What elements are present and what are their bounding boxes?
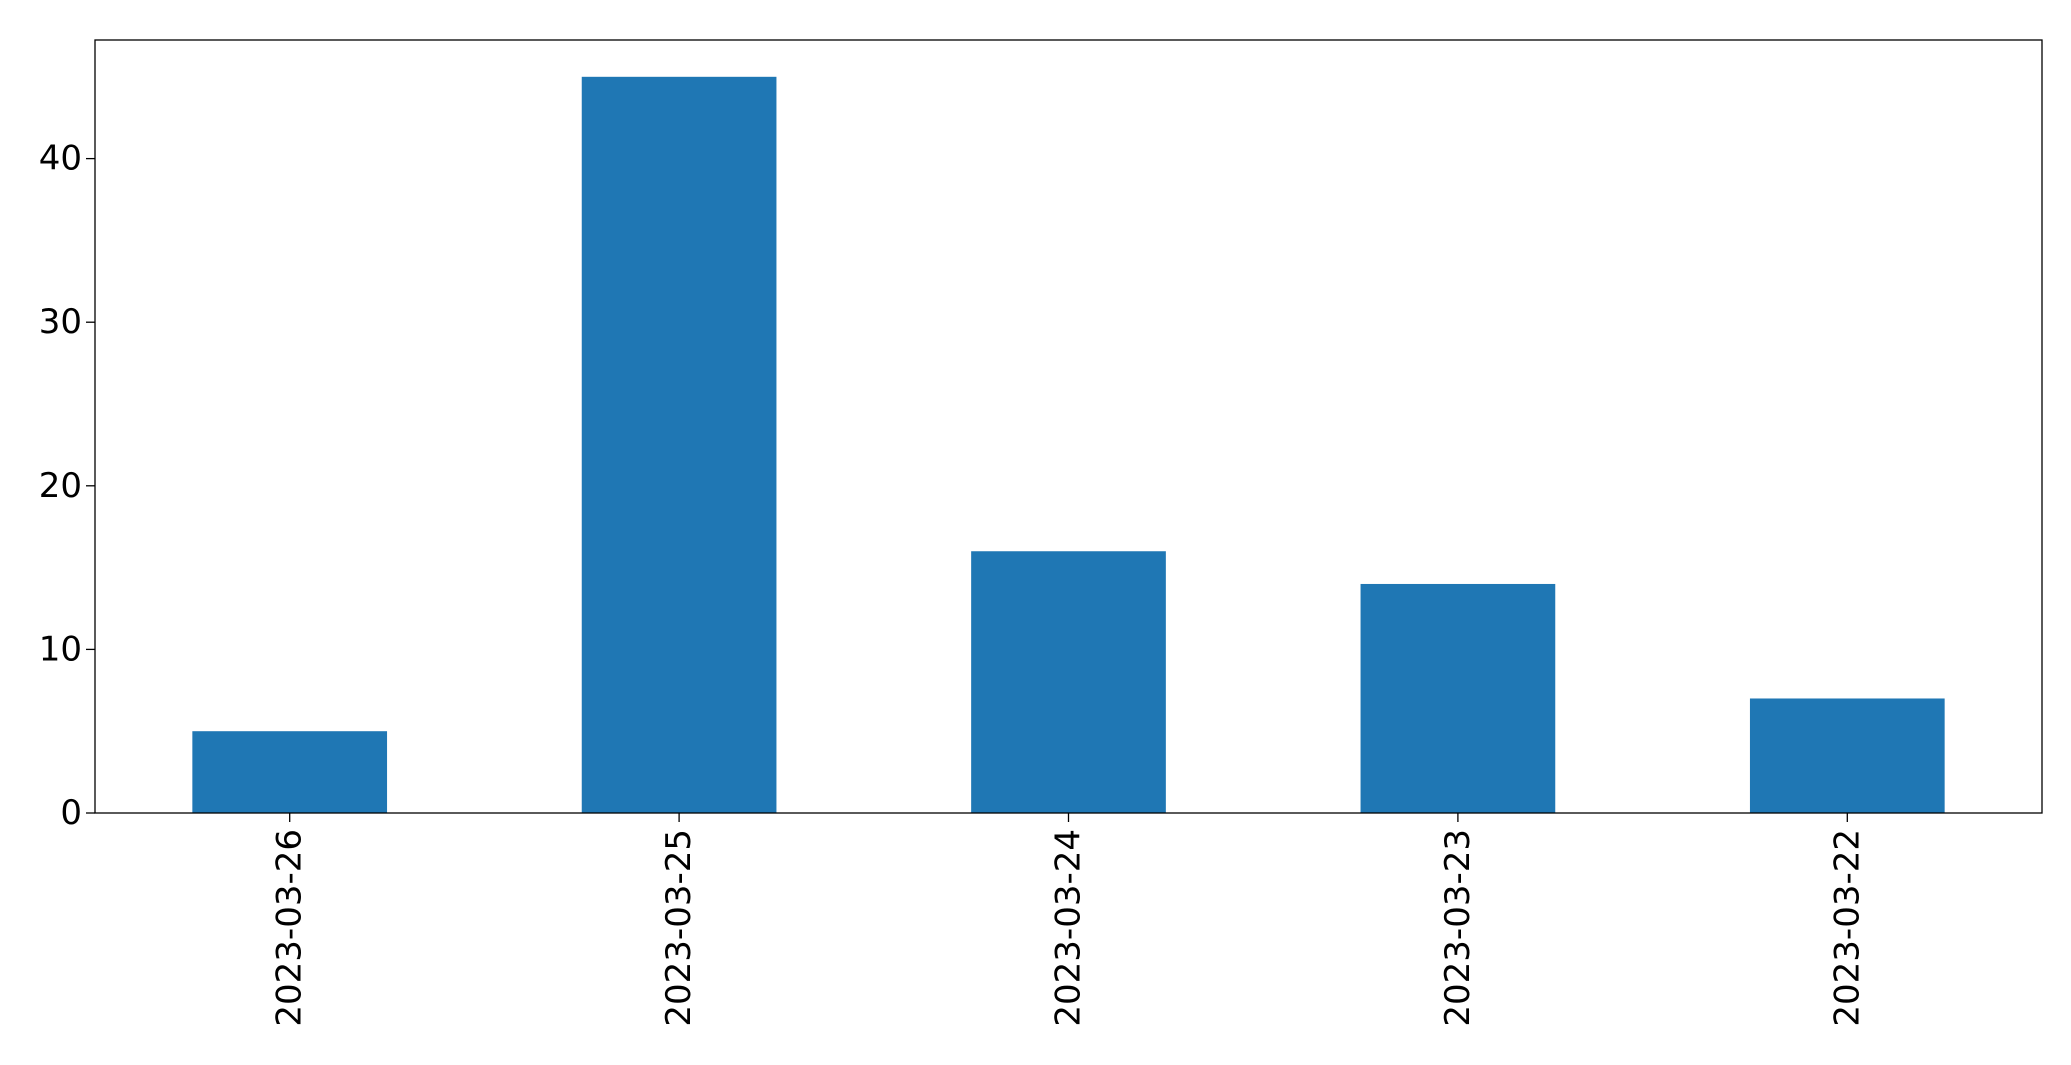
plot-frame [94, 39, 2043, 814]
y-tick-label: 40 [39, 139, 82, 179]
x-tick-label: 2023-03-24 [1049, 829, 1089, 1027]
x-tick-label: 2023-03-26 [270, 829, 310, 1027]
y-tick-label: 10 [39, 629, 82, 669]
x-tick-label: 2023-03-23 [1438, 829, 1478, 1027]
bar-2023-03-26 [192, 731, 388, 813]
y-tick-label: 0 [60, 793, 82, 833]
bars-layer [192, 76, 1945, 814]
y-tick-label: 20 [39, 466, 82, 506]
bar-2023-03-25 [581, 76, 777, 814]
bar-2023-03-23 [1360, 583, 1556, 813]
bar-2023-03-22 [1749, 698, 1945, 813]
x-axis: 2023-03-26 2023-03-25 2023-03-24 2023-03-23… [270, 813, 1867, 1027]
x-tick-label: 2023-03-22 [1827, 829, 1867, 1027]
bar-2023-03-24 [971, 551, 1166, 813]
x-tick-label: 2023-03-25 [659, 829, 699, 1027]
y-tick-label: 30 [39, 302, 82, 342]
y-axis: 0 10 20 30 40 [39, 139, 95, 833]
